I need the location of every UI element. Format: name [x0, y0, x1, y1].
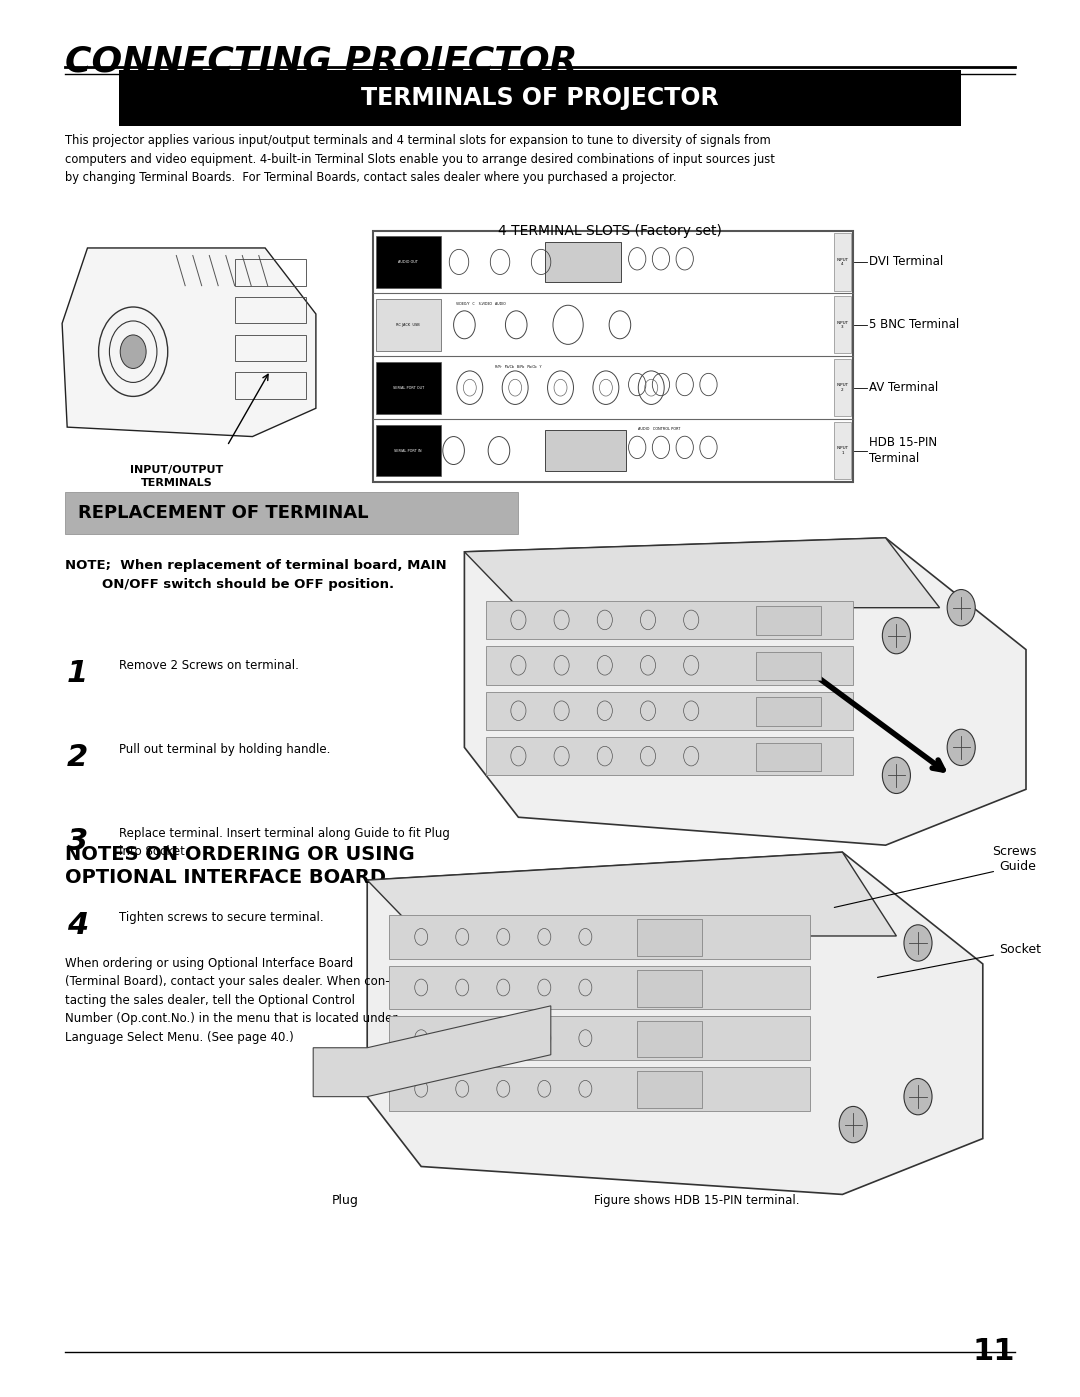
Text: NOTE;  When replacement of terminal board, MAIN
        ON/OFF switch should be : NOTE; When replacement of terminal board…: [65, 559, 446, 591]
Text: This projector applies various input/output terminals and 4 terminal slots for e: This projector applies various input/out…: [65, 134, 774, 184]
Bar: [756, 697, 821, 726]
Polygon shape: [464, 538, 940, 608]
Text: Tighten screws to secure terminal.: Tighten screws to secure terminal.: [119, 911, 323, 923]
Text: 4: 4: [67, 911, 89, 940]
Bar: [486, 692, 853, 729]
Text: Screws: Screws: [993, 845, 1037, 858]
Polygon shape: [62, 249, 315, 436]
Bar: [637, 970, 702, 1006]
FancyBboxPatch shape: [119, 70, 961, 126]
Bar: [545, 430, 626, 471]
Polygon shape: [464, 538, 1026, 845]
Text: TERMINALS OF PROJECTOR: TERMINALS OF PROJECTOR: [361, 85, 719, 110]
Bar: [756, 743, 821, 771]
Text: Pull out terminal by holding handle.: Pull out terminal by holding handle.: [119, 743, 330, 756]
Bar: [637, 1071, 702, 1108]
Bar: [234, 260, 306, 285]
Text: HDB 15-PIN
Terminal: HDB 15-PIN Terminal: [869, 436, 937, 465]
Bar: [376, 299, 441, 351]
Text: R/Pr   Pb/Cb   B/Pb   Pb/Cb   Y: R/Pr Pb/Cb B/Pb Pb/Cb Y: [495, 365, 542, 369]
Text: DVI Terminal: DVI Terminal: [869, 256, 944, 268]
Circle shape: [904, 1078, 932, 1115]
Circle shape: [882, 617, 910, 654]
Bar: [234, 298, 306, 323]
Circle shape: [947, 590, 975, 626]
Text: Guide: Guide: [835, 859, 1036, 908]
Text: INPUT
4: INPUT 4: [836, 257, 849, 267]
Bar: [486, 738, 853, 775]
Bar: [65, 492, 518, 534]
Text: 11: 11: [973, 1337, 1015, 1366]
Text: INPUT/OUTPUT
TERMINALS: INPUT/OUTPUT TERMINALS: [130, 465, 222, 488]
Text: RC JACK  USB: RC JACK USB: [396, 323, 420, 327]
Polygon shape: [367, 852, 896, 936]
Text: 5 BNC Terminal: 5 BNC Terminal: [869, 319, 960, 331]
Bar: [389, 1017, 810, 1060]
Text: VIDEO/Y   C    S-VIDEO   AUDIO: VIDEO/Y C S-VIDEO AUDIO: [456, 302, 505, 306]
Bar: [834, 296, 851, 353]
Bar: [376, 362, 441, 414]
Text: 4 TERMINAL SLOTS (Factory set): 4 TERMINAL SLOTS (Factory set): [498, 224, 723, 237]
Circle shape: [839, 1106, 867, 1143]
Text: Figure shows HDB 15-PIN terminal.: Figure shows HDB 15-PIN terminal.: [594, 1194, 799, 1207]
Bar: [756, 651, 821, 680]
Bar: [637, 1020, 702, 1058]
Bar: [373, 231, 853, 482]
Text: SERIAL PORT OUT: SERIAL PORT OUT: [393, 386, 423, 390]
Bar: [834, 359, 851, 416]
Circle shape: [882, 757, 910, 793]
Text: Remove 2 Screws on terminal.: Remove 2 Screws on terminal.: [119, 659, 299, 672]
Text: SERIAL PORT IN: SERIAL PORT IN: [394, 448, 422, 453]
Polygon shape: [367, 852, 983, 1194]
Text: INPUT
3: INPUT 3: [836, 320, 849, 330]
Text: CONNECTING PROJECTOR: CONNECTING PROJECTOR: [65, 45, 578, 78]
Polygon shape: [313, 1006, 551, 1097]
Bar: [834, 233, 851, 291]
Bar: [389, 915, 810, 958]
Bar: [834, 422, 851, 479]
Circle shape: [904, 925, 932, 961]
Bar: [756, 606, 821, 634]
Text: AV Terminal: AV Terminal: [869, 381, 939, 394]
Text: 3: 3: [67, 827, 89, 856]
Circle shape: [120, 335, 146, 369]
Bar: [486, 645, 853, 685]
Bar: [234, 373, 306, 400]
Text: INPUT
2: INPUT 2: [836, 383, 849, 393]
Bar: [545, 242, 621, 282]
Bar: [234, 335, 306, 360]
Text: When ordering or using Optional Interface Board
(Terminal Board), contact your s: When ordering or using Optional Interfac…: [65, 957, 397, 1044]
Bar: [376, 425, 441, 476]
Text: AUDIO OUT: AUDIO OUT: [399, 260, 418, 264]
Bar: [486, 601, 853, 640]
Text: INPUT
1: INPUT 1: [836, 446, 849, 455]
Text: Plug: Plug: [333, 1194, 359, 1207]
Text: REPLACEMENT OF TERMINAL: REPLACEMENT OF TERMINAL: [78, 504, 368, 521]
Text: NOTES ON ORDERING OR USING
OPTIONAL INTERFACE BOARD: NOTES ON ORDERING OR USING OPTIONAL INTE…: [65, 845, 415, 887]
Text: 1: 1: [67, 659, 89, 689]
Text: Replace terminal. Insert terminal along Guide to fit Plug
into Socket.: Replace terminal. Insert terminal along …: [119, 827, 449, 858]
Text: Socket: Socket: [878, 943, 1041, 978]
Bar: [637, 919, 702, 956]
Bar: [376, 236, 441, 288]
Bar: [389, 1067, 810, 1111]
Bar: [389, 965, 810, 1009]
Circle shape: [947, 729, 975, 766]
Text: AUDIO   CONTROL PORT: AUDIO CONTROL PORT: [637, 427, 680, 432]
Text: 2: 2: [67, 743, 89, 773]
